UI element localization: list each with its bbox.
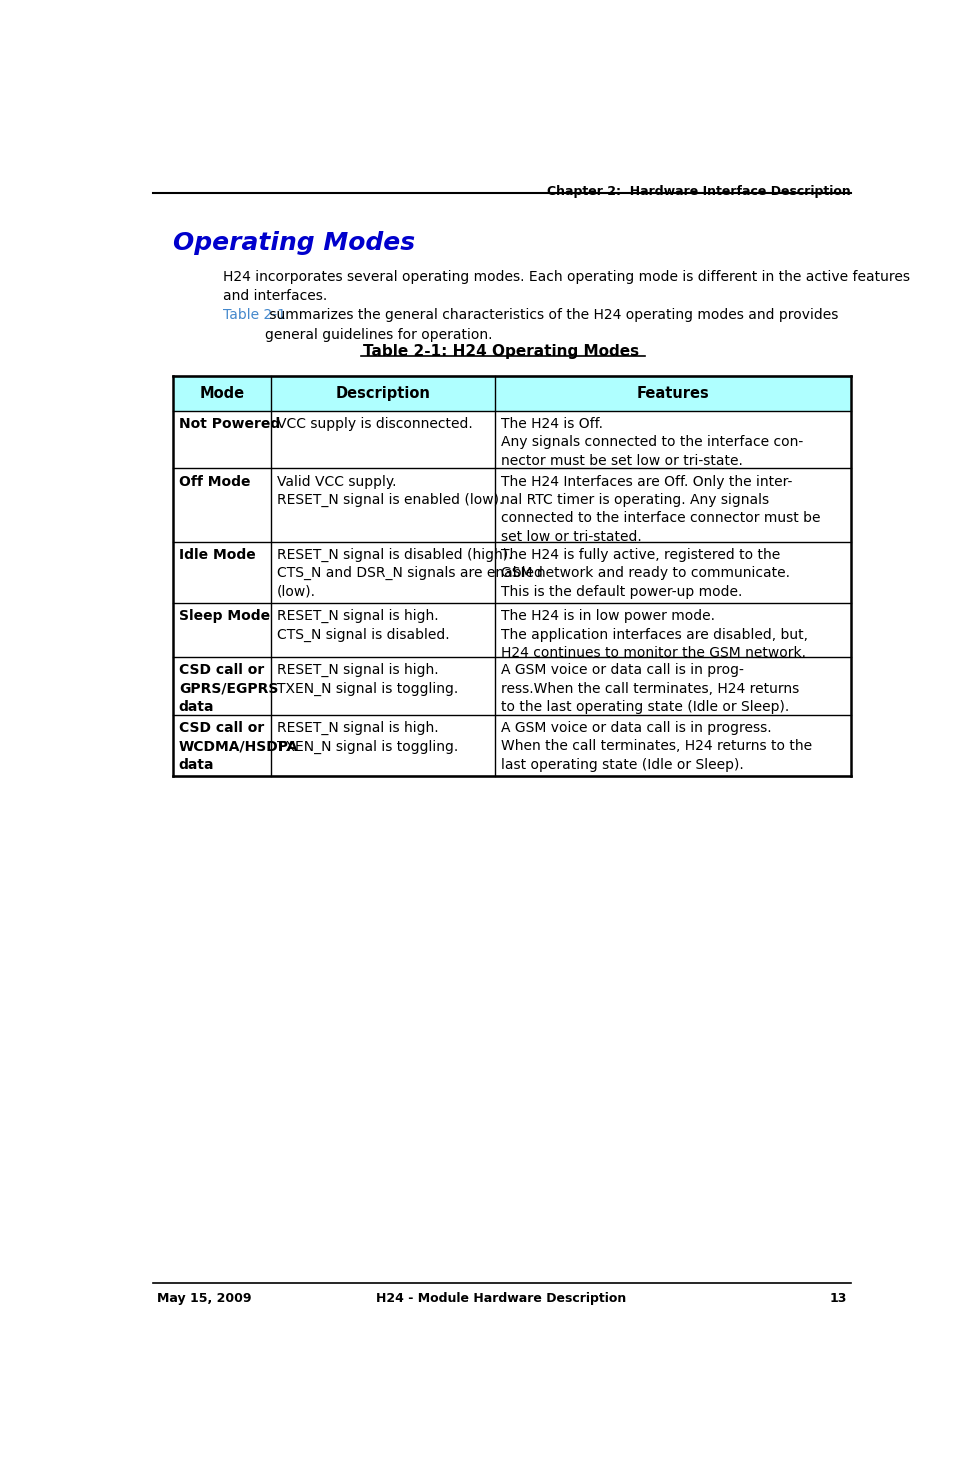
- Bar: [173, 375, 850, 411]
- Text: A GSM voice or data call is in prog-
ress.When the call terminates, H24 returns
: A GSM voice or data call is in prog- res…: [500, 664, 798, 714]
- Text: Table 2-1: Table 2-1: [223, 309, 285, 322]
- Text: A GSM voice or data call is in progress.
When the call terminates, H24 returns t: A GSM voice or data call is in progress.…: [500, 721, 811, 772]
- Text: Not Powered: Not Powered: [179, 417, 279, 430]
- Text: Sleep Mode: Sleep Mode: [179, 609, 270, 624]
- Text: Mode: Mode: [199, 386, 244, 401]
- Text: Features: Features: [636, 386, 708, 401]
- Text: May 15, 2009: May 15, 2009: [157, 1292, 251, 1305]
- Text: Description: Description: [335, 386, 430, 401]
- Text: Idle Mode: Idle Mode: [179, 548, 255, 562]
- Text: Chapter 2:  Hardware Interface Description: Chapter 2: Hardware Interface Descriptio…: [546, 185, 850, 198]
- Text: Valid VCC supply.
RESET_N signal is enabled (low).: Valid VCC supply. RESET_N signal is enab…: [276, 474, 503, 507]
- Text: The H24 is fully active, registered to the
GSM network and ready to communicate.: The H24 is fully active, registered to t…: [500, 548, 789, 599]
- Text: The H24 Interfaces are Off. Only the inter-
nal RTC timer is operating. Any sign: The H24 Interfaces are Off. Only the int…: [500, 474, 820, 544]
- Text: VCC supply is disconnected.: VCC supply is disconnected.: [276, 417, 473, 430]
- Text: RESET_N signal is high.
TXEN_N signal is toggling.: RESET_N signal is high. TXEN_N signal is…: [276, 664, 458, 696]
- Text: H24 incorporates several operating modes. Each operating mode is different in th: H24 incorporates several operating modes…: [223, 270, 909, 303]
- Text: 13: 13: [828, 1292, 846, 1305]
- Text: The H24 is Off.
Any signals connected to the interface con-
nector must be set l: The H24 is Off. Any signals connected to…: [500, 417, 802, 467]
- Text: The H24 is in low power mode.
The application interfaces are disabled, but,
H24 : The H24 is in low power mode. The applic…: [500, 609, 807, 661]
- Text: RESET_N signal is high.
CTS_N signal is disabled.: RESET_N signal is high. CTS_N signal is …: [276, 609, 449, 641]
- Text: Table 2-1: H24 Operating Modes: Table 2-1: H24 Operating Modes: [362, 344, 639, 359]
- Text: CSD call or
GPRS/EGPRS
data: CSD call or GPRS/EGPRS data: [179, 664, 277, 714]
- Text: CSD call or
WCDMA/HSDPA
data: CSD call or WCDMA/HSDPA data: [179, 721, 298, 772]
- Text: RESET_N signal is high.
TXEN_N signal is toggling.: RESET_N signal is high. TXEN_N signal is…: [276, 721, 458, 754]
- Text: summarizes the general characteristics of the H24 operating modes and provides
g: summarizes the general characteristics o…: [265, 309, 837, 341]
- Text: Off Mode: Off Mode: [179, 474, 250, 489]
- Text: Operating Modes: Operating Modes: [173, 231, 414, 256]
- Text: RESET_N signal is disabled (high).
CTS_N and DSR_N signals are enabled
(low).: RESET_N signal is disabled (high). CTS_N…: [276, 548, 542, 599]
- Text: H24 - Module Hardware Description: H24 - Module Hardware Description: [376, 1292, 625, 1305]
